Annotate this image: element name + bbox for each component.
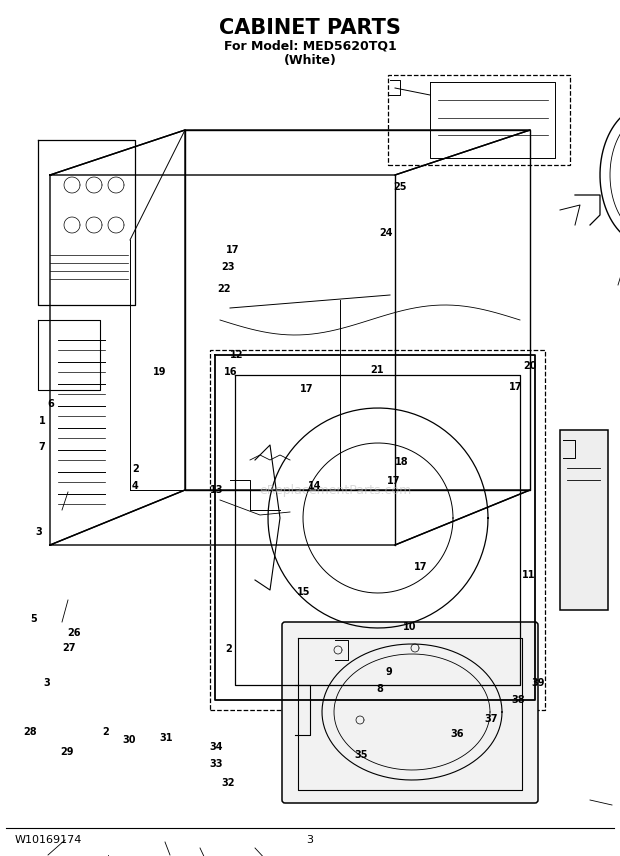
Text: 17: 17 [226, 245, 239, 255]
Text: CABINET PARTS: CABINET PARTS [219, 18, 401, 38]
Text: 2: 2 [132, 464, 138, 474]
Text: 17: 17 [300, 384, 314, 395]
Text: 6: 6 [48, 399, 54, 409]
Text: 30: 30 [122, 735, 136, 746]
Text: 16: 16 [224, 367, 237, 377]
Text: 10: 10 [402, 622, 416, 633]
Text: eReplacementParts.com: eReplacementParts.com [259, 484, 411, 496]
Text: 7: 7 [39, 442, 45, 452]
Text: 18: 18 [395, 457, 409, 467]
Text: 25: 25 [393, 181, 407, 192]
Text: 11: 11 [521, 570, 535, 580]
Text: 32: 32 [221, 778, 235, 788]
Text: 2: 2 [225, 644, 231, 654]
Text: (White): (White) [283, 54, 337, 67]
Text: 8: 8 [376, 684, 383, 694]
Text: 37: 37 [484, 714, 498, 724]
Text: 38: 38 [511, 695, 525, 705]
Text: 27: 27 [63, 643, 76, 653]
Text: 29: 29 [60, 746, 74, 757]
Text: 17: 17 [509, 382, 523, 392]
Bar [388, 75, 570, 165]
Text: 24: 24 [379, 228, 392, 238]
Text: 33: 33 [209, 759, 223, 770]
Text: 5: 5 [31, 614, 37, 624]
Text: 9: 9 [386, 667, 392, 677]
Bar [210, 350, 545, 710]
Text: 20: 20 [523, 361, 537, 372]
Text: 15: 15 [297, 587, 311, 597]
Text: 13: 13 [210, 484, 224, 495]
Text: 19: 19 [153, 367, 167, 377]
Text: 2: 2 [102, 727, 108, 737]
Text: 23: 23 [221, 262, 235, 272]
Text: 34: 34 [209, 742, 223, 752]
Text: 31: 31 [159, 733, 173, 743]
Text: 35: 35 [354, 750, 368, 760]
Text: 39: 39 [531, 678, 545, 688]
Text: 12: 12 [230, 350, 244, 360]
Bar [560, 430, 608, 610]
Text: 3: 3 [35, 527, 42, 538]
Text: 3: 3 [306, 835, 314, 845]
Text: For Model: MED5620TQ1: For Model: MED5620TQ1 [224, 39, 396, 52]
Text: 26: 26 [68, 628, 81, 639]
Text: 3: 3 [43, 678, 50, 688]
Text: 36: 36 [451, 729, 464, 740]
Text: W10169174: W10169174 [15, 835, 82, 845]
Text: 17: 17 [387, 476, 401, 486]
Text: 4: 4 [132, 481, 138, 491]
Text: 14: 14 [308, 481, 322, 491]
Text: 22: 22 [218, 284, 231, 294]
Text: 17: 17 [414, 562, 427, 572]
Text: 21: 21 [370, 365, 384, 375]
Text: 1: 1 [39, 416, 45, 426]
FancyBboxPatch shape [282, 622, 538, 803]
Text: 28: 28 [23, 727, 37, 737]
